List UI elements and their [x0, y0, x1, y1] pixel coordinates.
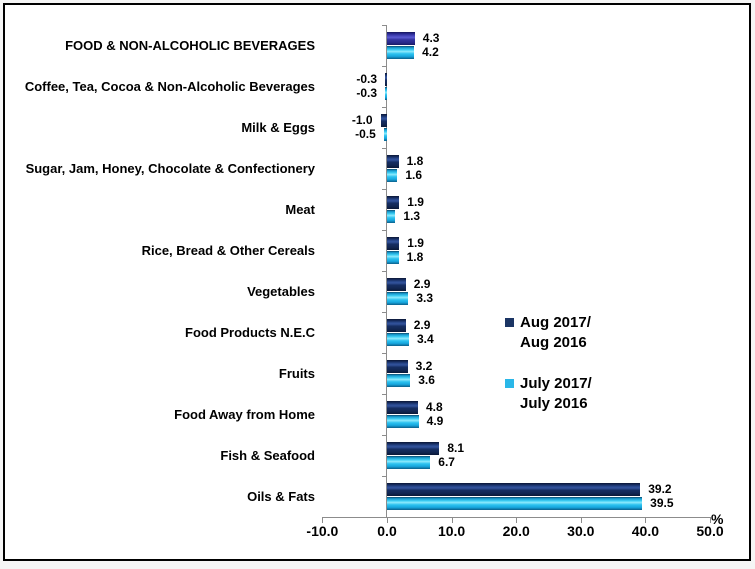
- legend-marker-aug-icon: [505, 318, 514, 327]
- value-label: 4.9: [426, 414, 444, 428]
- category-label: Food Away from Home: [174, 407, 315, 422]
- y-axis-tick: [382, 353, 387, 354]
- category-label: Sugar, Jam, Honey, Chocolate & Confectio…: [25, 161, 315, 176]
- bar-aug: [387, 360, 408, 373]
- y-axis-tick: [382, 517, 387, 518]
- legend-marker-july-icon: [505, 379, 514, 388]
- bar-aug: [387, 196, 400, 209]
- value-label: 1.9: [407, 195, 424, 209]
- value-label: 3.6: [418, 373, 435, 387]
- x-axis-tick: [580, 518, 582, 523]
- value-label: 3.3: [416, 291, 433, 305]
- x-axis-tick-label: -10.0: [306, 523, 339, 539]
- category-label: Coffee, Tea, Cocoa & Non-Alcoholic Bever…: [24, 79, 315, 94]
- x-axis-tick: [645, 518, 647, 523]
- bar-july: [387, 292, 409, 305]
- category-label: Vegetables: [247, 284, 315, 299]
- category-label: Oils & Fats: [247, 489, 315, 504]
- y-axis-tick: [382, 312, 387, 313]
- legend-label-aug-line1: Aug 2017/: [520, 314, 591, 331]
- value-label: 1.6: [405, 168, 423, 182]
- y-axis-tick: [382, 148, 387, 149]
- bar-july: [387, 251, 399, 264]
- value-label: 39.2: [648, 482, 672, 496]
- value-label: 1.8: [406, 250, 424, 264]
- y-axis-tick: [382, 230, 387, 231]
- legend-entry-july: July 2017/ July 2016: [505, 374, 592, 414]
- value-label: 4.8: [426, 400, 443, 414]
- category-label: Meat: [285, 202, 315, 217]
- y-axis-tick: [382, 189, 387, 190]
- bar-aug: [387, 32, 415, 45]
- y-axis-tick: [382, 394, 387, 395]
- bar-aug: [387, 442, 440, 455]
- bar-july: [387, 374, 411, 387]
- x-axis-tick-label: 30.0: [567, 523, 595, 539]
- y-axis-tick: [382, 476, 387, 477]
- legend-label-july-line2: July 2016: [520, 395, 588, 412]
- category-label: Rice, Bread & Other Cereals: [141, 243, 315, 258]
- value-label: 8.1: [447, 441, 464, 455]
- value-label: 4.3: [422, 31, 440, 45]
- x-axis-tick-label: 20.0: [502, 523, 530, 539]
- y-axis-tick: [382, 107, 387, 108]
- bar-july: [387, 415, 419, 428]
- value-label: 3.2: [415, 359, 433, 373]
- bar-aug: [380, 114, 387, 127]
- value-label: 39.5: [650, 496, 674, 510]
- bar-july: [383, 128, 387, 141]
- bar-july: [385, 87, 387, 100]
- x-axis-tick-label: 40.0: [631, 523, 660, 539]
- bar-july: [387, 210, 396, 223]
- bar-july: [387, 333, 409, 346]
- y-axis-tick: [382, 66, 387, 67]
- value-label: 4.2: [422, 45, 439, 59]
- value-label: 1.8: [406, 154, 424, 168]
- y-axis-tick: [382, 25, 387, 26]
- category-label: Milk & Eggs: [241, 120, 315, 135]
- category-label: Fruits: [278, 366, 315, 381]
- x-axis-tick-label: 10.0: [437, 523, 466, 539]
- category-label: Fish & Seafood: [220, 448, 315, 463]
- x-axis-tick: [322, 518, 324, 523]
- bar-july: [387, 46, 415, 59]
- bar-july: [387, 497, 643, 510]
- value-label: -0.3: [356, 86, 378, 100]
- x-axis-tick-label: 0.0: [377, 523, 397, 539]
- y-axis-tick: [382, 435, 387, 436]
- bar-july: [387, 456, 431, 469]
- chart-frame: [3, 3, 751, 561]
- legend-label-aug-line2: Aug 2016: [520, 334, 587, 351]
- bar-july: [387, 169, 398, 182]
- value-label: -1.0: [351, 113, 373, 127]
- value-label: -0.5: [355, 127, 376, 141]
- value-label: 6.7: [438, 455, 455, 469]
- bar-aug: [387, 237, 400, 250]
- x-axis-tick: [387, 518, 388, 523]
- x-axis-tick: [516, 518, 518, 523]
- value-label: 2.9: [413, 277, 431, 291]
- value-label: 1.3: [403, 209, 421, 223]
- category-label: Food Products N.E.C: [185, 325, 315, 340]
- bar-aug: [387, 483, 641, 496]
- x-axis-line: [322, 517, 711, 518]
- bar-aug: [387, 278, 406, 291]
- legend-entry-aug: Aug 2017/ Aug 2016: [505, 313, 591, 353]
- value-label: 2.9: [413, 318, 431, 332]
- bar-aug: [385, 73, 387, 86]
- bar-aug: [387, 319, 406, 332]
- value-label: 1.9: [407, 236, 424, 250]
- x-axis-tick-label: 50.0: [696, 523, 724, 539]
- x-axis-unit-label: %: [711, 511, 724, 527]
- bar-aug: [387, 401, 418, 414]
- value-label: -0.3: [356, 72, 378, 86]
- value-label: 3.4: [416, 332, 434, 346]
- bar-aug: [387, 155, 399, 168]
- category-label: FOOD & NON-ALCOHOLIC BEVERAGES: [65, 38, 315, 53]
- legend-label-july-line1: July 2017/: [520, 375, 592, 392]
- x-axis-tick: [451, 518, 453, 523]
- y-axis-tick: [382, 271, 387, 272]
- x-axis-tick: [710, 518, 711, 523]
